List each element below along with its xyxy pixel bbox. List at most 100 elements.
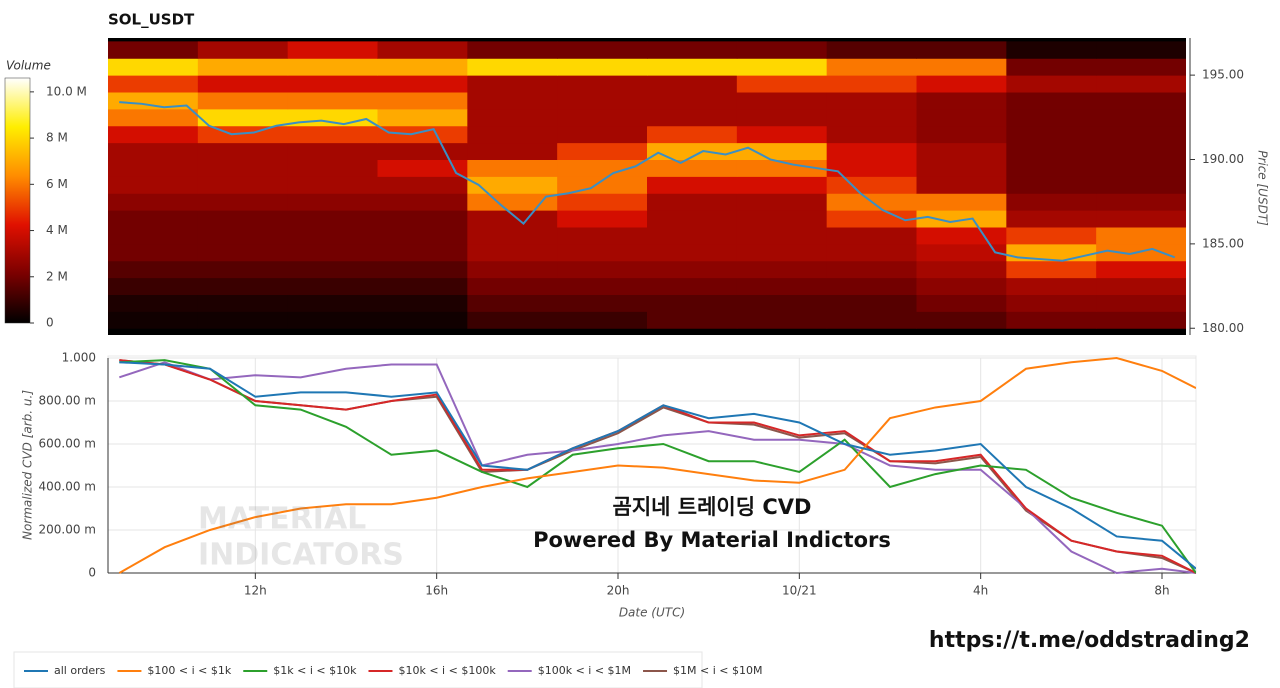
- heat-cell: [197, 243, 289, 262]
- heat-cell: [1006, 176, 1097, 194]
- heat-cell: [287, 159, 378, 177]
- heat-cell: [1096, 92, 1186, 110]
- heat-cell: [1006, 75, 1097, 93]
- heat-cell: [467, 210, 558, 228]
- y-tick-label: 400.00 m: [39, 480, 97, 494]
- heat-cell: [197, 193, 289, 211]
- annotation: Powered By Material Indictors: [533, 528, 891, 552]
- heat-cell: [647, 108, 738, 127]
- heat-cell: [1096, 125, 1186, 144]
- heat-cell: [1006, 41, 1097, 59]
- heat-cell: [557, 193, 648, 211]
- y-tick-label: 200.00 m: [39, 523, 97, 537]
- x-tick-label: 20h: [607, 584, 630, 598]
- heat-cell: [736, 159, 828, 177]
- heat-cell: [197, 41, 289, 59]
- heat-cell: [1096, 142, 1186, 160]
- heat-cell: [557, 243, 648, 262]
- colorbar-label: Volume: [6, 59, 51, 73]
- heat-cell: [826, 108, 917, 127]
- heat-cell: [108, 176, 199, 194]
- heat-cell: [377, 260, 468, 279]
- heat-cell: [916, 159, 1007, 177]
- heat-cell: [557, 125, 648, 144]
- heat-cell: [916, 260, 1007, 279]
- legend-label: $100k < i < $1M: [538, 664, 631, 677]
- heat-cell: [1096, 58, 1186, 76]
- link-text: https://t.me/oddstrading2: [929, 628, 1250, 653]
- heat-cell: [1096, 210, 1186, 228]
- heat-cell: [736, 294, 828, 312]
- heat-cell: [1006, 260, 1097, 279]
- legend-label: $1k < i < $10k: [273, 664, 357, 677]
- heat-cell: [377, 176, 468, 194]
- heat-cell: [557, 92, 648, 110]
- heat-cell: [916, 41, 1007, 59]
- colorbar-tick-label: 8 M: [46, 131, 68, 145]
- heat-cell: [1006, 92, 1097, 110]
- series-line: [118, 356, 1196, 574]
- legend-label: $100 < i < $1k: [147, 664, 231, 677]
- heat-cell: [736, 243, 828, 262]
- heat-cell: [287, 108, 378, 127]
- heat-cell: [108, 210, 199, 228]
- watermark: INDICATORS: [198, 538, 404, 573]
- heat-cell: [467, 142, 558, 160]
- x-tick-label: 16h: [425, 584, 448, 598]
- x-axis-label: Date (UTC): [619, 606, 685, 620]
- heat-cell: [736, 193, 828, 211]
- heat-cell: [916, 176, 1007, 194]
- heat-cell: [1096, 159, 1186, 177]
- heat-cell: [826, 75, 917, 93]
- y-axis-label: Normalized CVD [arb. u.]: [21, 390, 35, 540]
- heat-cell: [197, 125, 289, 144]
- heat-cell: [826, 260, 917, 279]
- heat-cell: [287, 294, 378, 312]
- heat-cell: [826, 294, 917, 312]
- heat-cell: [916, 210, 1007, 228]
- y-tick-label: 195.00: [1202, 68, 1244, 82]
- heat-cell: [1006, 294, 1097, 312]
- heat-cell: [916, 311, 1007, 329]
- heat-cell: [736, 125, 828, 144]
- heat-cell: [377, 92, 468, 110]
- heat-cell: [736, 227, 828, 245]
- heat-cell: [647, 294, 738, 312]
- price-line: [119, 101, 1176, 262]
- heat-cell: [736, 142, 828, 160]
- heat-cell: [197, 142, 289, 160]
- colorbar-tick-label: 0: [46, 316, 54, 330]
- heat-cell: [467, 227, 558, 245]
- heat-cell: [647, 58, 738, 76]
- heat-cell: [467, 243, 558, 262]
- heat-cell: [377, 108, 468, 127]
- y-tick-label: 800.00 m: [39, 394, 97, 408]
- heat-cell: [377, 243, 468, 262]
- heat-cell: [826, 277, 917, 295]
- heat-cell: [108, 41, 199, 59]
- heat-cell: [377, 142, 468, 160]
- heat-cell: [736, 210, 828, 228]
- heat-cell: [826, 311, 917, 329]
- heat-cell: [736, 41, 828, 59]
- heat-cell: [647, 260, 738, 279]
- heat-cell: [916, 108, 1007, 127]
- lines: [118, 356, 1196, 575]
- heat-cell: [467, 108, 558, 127]
- heat-cell: [647, 243, 738, 262]
- x-tick-label: 10/21: [782, 584, 817, 598]
- heat-cell: [647, 227, 738, 245]
- heat-cell: [647, 142, 738, 160]
- y-tick-label: 600.00 m: [39, 437, 97, 451]
- heat-cell: [1096, 311, 1186, 329]
- heat-cell: [287, 75, 378, 93]
- colorbar-tick-label: 2 M: [46, 269, 68, 283]
- heat-cell: [108, 58, 199, 76]
- heat-cell: [287, 176, 378, 194]
- heat-cell: [647, 311, 738, 329]
- y-tick-label: 1.000: [62, 351, 96, 365]
- heat-cell: [287, 227, 378, 245]
- heat-cell: [108, 260, 199, 279]
